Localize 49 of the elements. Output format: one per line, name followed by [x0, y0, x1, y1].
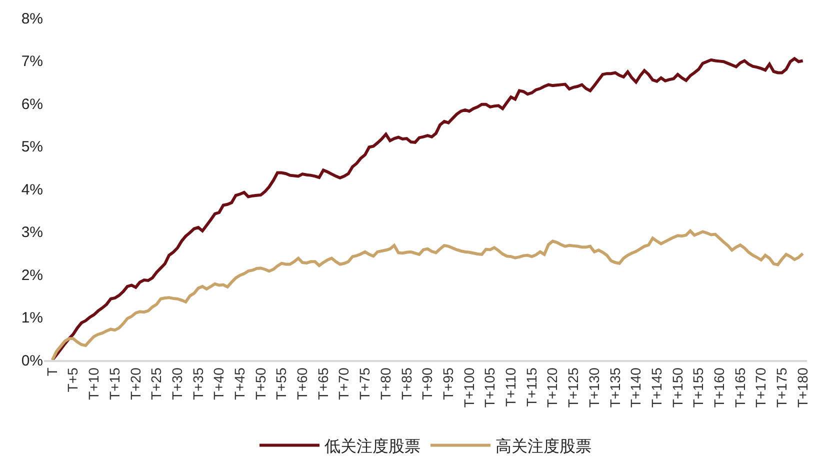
- x-tick-label: T+95: [440, 367, 456, 400]
- x-tick-label: T+45: [232, 367, 248, 400]
- x-tick-label: T+35: [190, 367, 206, 400]
- x-tick-label: T+165: [732, 367, 748, 408]
- y-tick-label: 4%: [21, 181, 43, 198]
- x-tick-label: T+15: [106, 367, 122, 400]
- x-tick-label: T+180: [794, 367, 810, 408]
- x-tick-label: T+10: [86, 367, 102, 400]
- y-tick-label: 6%: [21, 96, 43, 113]
- x-tick-label: T+80: [377, 367, 394, 400]
- y-tick-label: 1%: [21, 310, 43, 326]
- legend-label: 高关注度股票: [496, 438, 592, 456]
- x-tick-label: T+30: [168, 367, 185, 400]
- x-tick-label: T+105: [482, 367, 498, 408]
- x-tick-label: T: [44, 367, 60, 376]
- x-tick-label: T+5: [64, 367, 81, 392]
- x-tick-label: T+70: [336, 367, 352, 400]
- x-tick-label: T+25: [148, 367, 164, 400]
- y-tick-label: 7%: [21, 53, 43, 70]
- x-tick-label: T+160: [710, 367, 727, 408]
- x-tick-label: T+115: [523, 367, 540, 407]
- x-tick-label: T+150: [669, 367, 686, 408]
- x-tick-label: T+120: [544, 367, 560, 408]
- legend-label: 低关注度股票: [324, 438, 420, 456]
- x-tick-label: T+20: [127, 367, 144, 400]
- x-tick-label: T+85: [398, 367, 414, 400]
- x-tick-label: T+100: [460, 367, 477, 408]
- x-tick-label: T+75: [356, 367, 373, 400]
- x-tick-label: T+135: [606, 367, 623, 408]
- y-tick-label: 8%: [21, 10, 43, 28]
- x-tick-label: T+60: [294, 367, 310, 400]
- x-tick-label: T+90: [419, 367, 436, 400]
- x-tick-label: T+170: [752, 367, 769, 408]
- x-tick-label: T+130: [586, 367, 602, 408]
- x-tick-label: T+145: [648, 367, 664, 408]
- x-tick-label: T+125: [565, 367, 582, 408]
- x-tick-label: T+55: [273, 367, 290, 400]
- x-tick-label: T+110: [502, 367, 519, 407]
- x-tick-label: T+175: [774, 367, 790, 408]
- y-tick-label: 5%: [21, 138, 43, 156]
- x-tick-label: T+65: [314, 367, 331, 400]
- x-tick-label: T+40: [210, 367, 227, 400]
- x-tick-label: T+140: [628, 367, 644, 408]
- x-tick-label: T+155: [690, 367, 706, 408]
- y-tick-label: 3%: [21, 224, 43, 241]
- y-tick-label: 2%: [21, 266, 43, 284]
- x-tick-label: T+50: [252, 367, 268, 400]
- y-tick-label: 0%: [21, 352, 43, 370]
- line-series: [50, 229, 804, 360]
